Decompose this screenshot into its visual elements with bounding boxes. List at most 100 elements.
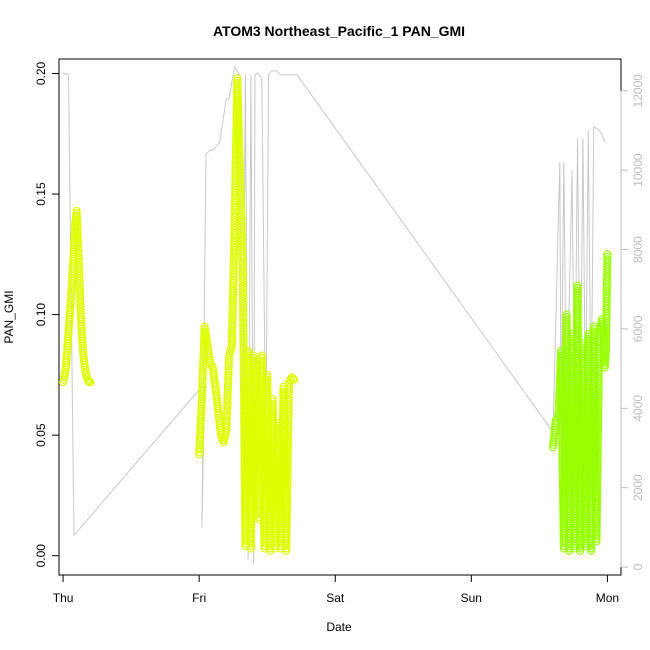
data-point bbox=[284, 380, 293, 389]
data-point bbox=[263, 378, 272, 387]
data-point bbox=[229, 251, 238, 260]
data-point bbox=[603, 255, 612, 264]
y2-tick-label: 8000 bbox=[631, 236, 645, 263]
data-point bbox=[74, 248, 83, 257]
data-point bbox=[195, 442, 204, 451]
data-point bbox=[76, 292, 85, 301]
data-point bbox=[246, 536, 256, 546]
data-point bbox=[195, 445, 204, 454]
data-point bbox=[228, 304, 237, 313]
data-point bbox=[228, 329, 237, 338]
series-2 bbox=[548, 250, 612, 555]
data-point bbox=[229, 284, 238, 293]
x-tick-label-thu: Thu bbox=[53, 591, 74, 605]
data-point bbox=[75, 271, 84, 280]
y2-tick-label: 2000 bbox=[631, 474, 645, 501]
data-point bbox=[197, 405, 206, 414]
data-point bbox=[284, 383, 293, 392]
data-points bbox=[59, 74, 612, 555]
y2-tick-label: 4000 bbox=[631, 395, 645, 422]
y2-tick-label: 12000 bbox=[631, 74, 645, 108]
altitude-series bbox=[62, 65, 606, 564]
x-axis-label: Date bbox=[326, 620, 352, 634]
data-point bbox=[197, 407, 206, 416]
data-point bbox=[74, 245, 83, 255]
data-point bbox=[74, 238, 83, 247]
data-point bbox=[289, 374, 298, 383]
data-point bbox=[287, 373, 296, 382]
data-point bbox=[195, 440, 204, 449]
data-point bbox=[75, 266, 84, 275]
chart-title: ATOM3 Northeast_Pacific_1 PAN_GMI bbox=[213, 23, 465, 39]
data-point bbox=[75, 282, 84, 291]
data-point bbox=[75, 279, 84, 288]
series-0 bbox=[59, 206, 95, 387]
data-point bbox=[263, 395, 272, 405]
data-point bbox=[197, 410, 206, 419]
data-point bbox=[227, 334, 237, 343]
data-point bbox=[74, 243, 83, 252]
data-point bbox=[196, 420, 205, 429]
y-tick-label: 0.05 bbox=[34, 423, 48, 447]
data-point bbox=[75, 274, 84, 283]
data-point bbox=[229, 253, 238, 262]
data-point bbox=[196, 427, 205, 436]
data-point bbox=[74, 258, 83, 267]
data-point bbox=[246, 534, 256, 543]
x-tick-label-sat: Sat bbox=[326, 591, 345, 605]
data-point bbox=[195, 432, 205, 441]
data-point bbox=[75, 289, 85, 298]
data-point bbox=[76, 305, 85, 314]
y2-tick-label: 0 bbox=[631, 563, 645, 570]
x-tick-label-mon: Mon bbox=[596, 591, 619, 605]
data-point bbox=[263, 383, 272, 392]
data-point bbox=[603, 252, 612, 261]
x-tick-label-sun: Sun bbox=[461, 591, 482, 605]
plot-frame bbox=[58, 58, 622, 576]
y-axis: 0.00 0.05 0.10 0.15 0.20 bbox=[34, 61, 59, 567]
y-tick-label: 0.10 bbox=[34, 303, 48, 327]
data-point bbox=[228, 299, 237, 308]
x-tick-label-fri: Fri bbox=[192, 591, 206, 605]
data-point bbox=[74, 264, 84, 273]
data-point bbox=[74, 253, 83, 262]
data-point bbox=[73, 235, 82, 244]
data-point bbox=[229, 271, 238, 280]
y-tick-label: 0.20 bbox=[34, 61, 48, 85]
data-point bbox=[196, 422, 205, 431]
data-point bbox=[86, 378, 95, 387]
data-point bbox=[248, 441, 257, 450]
x-axis: Thu Fri Sat Sun Mon bbox=[53, 574, 619, 605]
data-point bbox=[228, 316, 237, 325]
data-point bbox=[228, 319, 237, 328]
data-point bbox=[230, 236, 239, 245]
data-point bbox=[76, 297, 85, 306]
data-point bbox=[229, 289, 238, 298]
data-point bbox=[228, 314, 237, 323]
data-point bbox=[76, 295, 85, 304]
data-point bbox=[229, 266, 238, 275]
data-point bbox=[76, 300, 85, 309]
data-point bbox=[230, 241, 239, 250]
data-point bbox=[603, 250, 612, 259]
data-point bbox=[74, 261, 83, 270]
data-point bbox=[75, 276, 84, 286]
data-point bbox=[75, 284, 84, 293]
y2-axis-right: 0 2000 4000 6000 8000 10000 12000 bbox=[620, 74, 645, 570]
data-point bbox=[263, 380, 272, 389]
data-point bbox=[74, 256, 83, 265]
data-point bbox=[228, 301, 237, 310]
y2-tick-label: 10000 bbox=[631, 153, 645, 187]
altitude-line bbox=[62, 65, 606, 564]
data-point bbox=[228, 331, 237, 340]
data-point bbox=[229, 286, 238, 295]
data-point bbox=[229, 268, 238, 278]
data-point bbox=[224, 354, 234, 363]
data-point bbox=[290, 375, 299, 384]
data-point bbox=[246, 531, 256, 541]
data-point bbox=[76, 302, 85, 311]
data-point bbox=[75, 287, 84, 296]
y2-tick-label: 6000 bbox=[631, 315, 645, 342]
data-point bbox=[196, 430, 205, 439]
